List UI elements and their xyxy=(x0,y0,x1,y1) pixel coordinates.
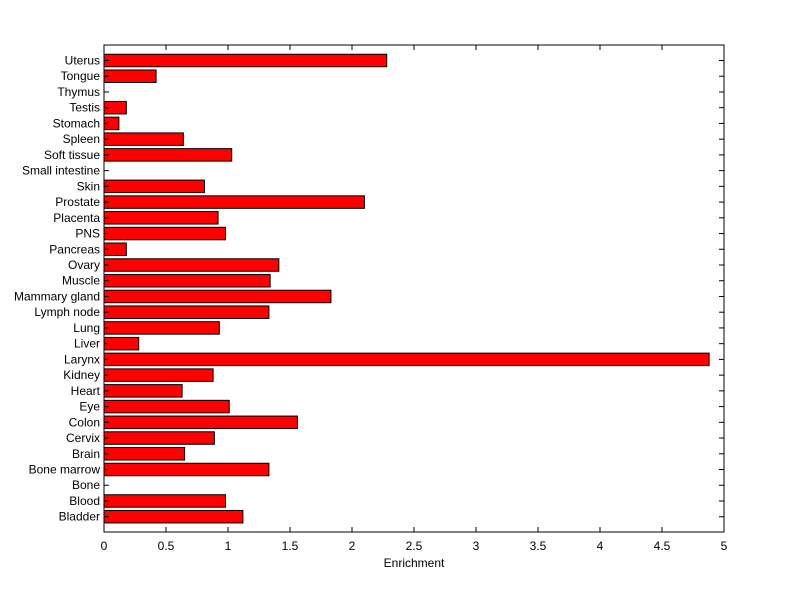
y-tick-label-soft-tissue: Soft tissue xyxy=(44,148,100,162)
x-tick-label: 4 xyxy=(597,539,604,553)
bar-ovary xyxy=(103,258,280,272)
y-tick-label-lymph-node: Lymph node xyxy=(34,305,100,319)
y-tick-label-blood: Blood xyxy=(69,494,100,508)
bar-soft-tissue xyxy=(103,148,233,162)
y-tick-label-mammary-gland: Mammary gland xyxy=(14,289,100,303)
x-tick-label: 0 xyxy=(101,539,108,553)
ticks-group xyxy=(103,45,725,532)
y-tick-label-heart: Heart xyxy=(71,384,101,398)
x-axis-label: Enrichment xyxy=(384,556,445,570)
bar-lung xyxy=(103,321,220,335)
y-tick-label-colon: Colon xyxy=(69,415,100,429)
y-tick-label-stomach: Stomach xyxy=(53,116,100,130)
x-tick-label: 1.5 xyxy=(282,539,299,553)
bar-bladder xyxy=(103,509,244,524)
y-tick-label-larynx: Larynx xyxy=(64,352,100,366)
bar-liver xyxy=(103,336,140,351)
x-tick-label: 5 xyxy=(721,539,728,553)
y-tick-label-placenta: Placenta xyxy=(53,211,100,225)
x-tick-label: 2.5 xyxy=(406,539,423,553)
bar-colon xyxy=(103,415,298,430)
bar-placenta xyxy=(103,211,219,225)
y-tick-label-brain: Brain xyxy=(72,447,100,461)
y-tick-label-prostate: Prostate xyxy=(55,195,100,209)
bar-brain xyxy=(103,447,186,461)
bar-heart xyxy=(103,384,183,398)
y-tick-label-tongue: Tongue xyxy=(61,69,101,83)
bar-spleen xyxy=(103,132,184,146)
y-tick-label-small-intestine: Small intestine xyxy=(22,164,100,178)
y-tick-label-eye: Eye xyxy=(79,400,100,414)
y-tick-label-bone: Bone xyxy=(72,478,100,492)
x-tick-label: 1 xyxy=(225,539,232,553)
y-tick-label-kidney: Kidney xyxy=(63,368,100,382)
y-tick-label-uterus: Uterus xyxy=(65,54,100,68)
y-tick-label-skin: Skin xyxy=(77,179,100,193)
x-tick-label: 4.5 xyxy=(654,539,671,553)
bar-kidney xyxy=(103,368,214,382)
y-tick-label-ovary: Ovary xyxy=(68,258,100,272)
y-tick-label-muscle: Muscle xyxy=(62,274,100,288)
bar-bone-marrow xyxy=(103,462,270,477)
y-tick-label-cervix: Cervix xyxy=(66,431,100,445)
bar-prostate xyxy=(103,195,365,209)
bar-larynx xyxy=(103,352,710,367)
y-tick-label-pns: PNS xyxy=(75,227,100,241)
x-tick-label: 3 xyxy=(473,539,480,553)
y-tick-label-testis: Testis xyxy=(69,101,100,115)
y-tick-label-liver: Liver xyxy=(74,337,100,351)
bar-blood xyxy=(103,494,227,508)
y-tick-label-thymus: Thymus xyxy=(57,85,100,99)
bar-uterus xyxy=(103,53,388,68)
bar-pns xyxy=(103,226,227,241)
bar-lymph-node xyxy=(103,305,270,319)
y-tick-label-bladder: Bladder xyxy=(59,510,100,524)
y-tick-label-lung: Lung xyxy=(73,321,100,335)
x-tick-label: 2 xyxy=(349,539,356,553)
bar-cervix xyxy=(103,431,215,445)
x-tick-labels: 0 0.5 1 1.5 2 2.5 3 3.5 4 4.5 5 xyxy=(101,539,728,553)
bar-eye xyxy=(103,399,230,414)
bar-tongue xyxy=(103,69,157,83)
y-tick-label-pancreas: Pancreas xyxy=(49,242,100,256)
x-tick-label: 3.5 xyxy=(530,539,547,553)
plot-frame xyxy=(103,44,725,533)
bar-muscle xyxy=(103,273,271,288)
y-tick-label-bone-marrow: Bone marrow xyxy=(29,463,101,477)
bar-skin xyxy=(103,179,205,194)
bar-mammary-gland xyxy=(103,289,332,304)
x-tick-label: 0.5 xyxy=(158,539,175,553)
y-tick-label-spleen: Spleen xyxy=(63,132,100,146)
plot-area xyxy=(104,45,724,532)
